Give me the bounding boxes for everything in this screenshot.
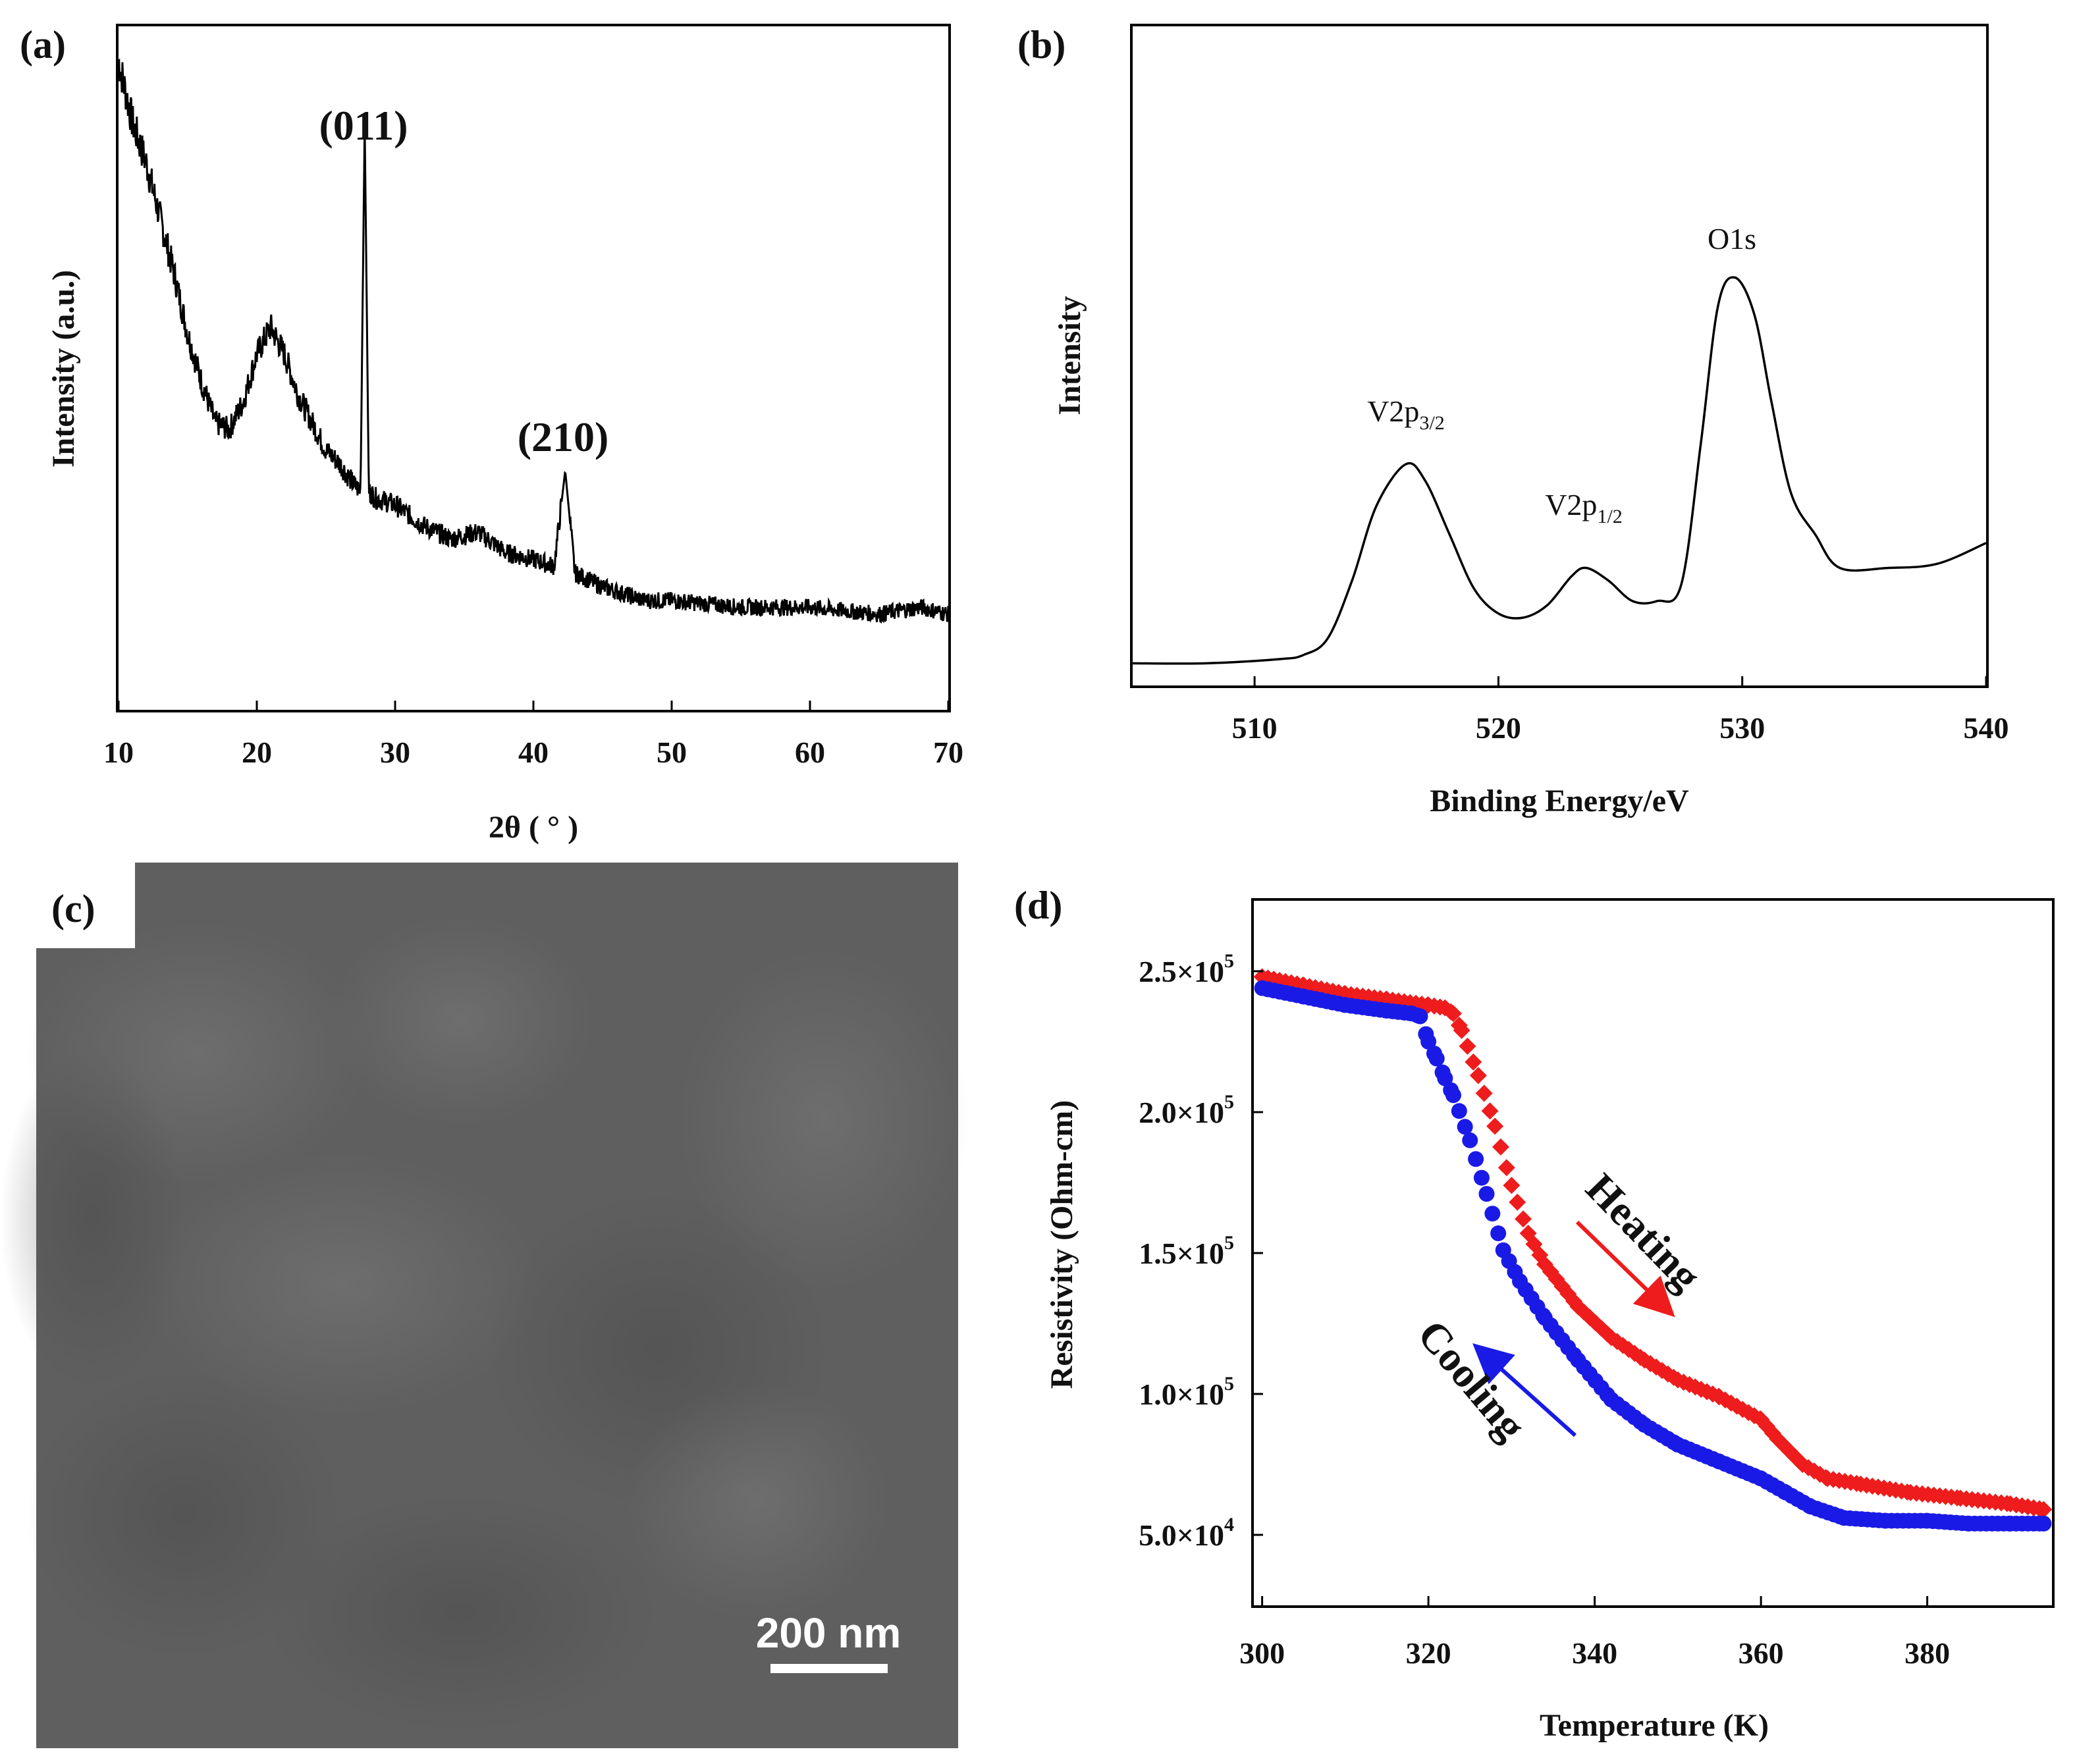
panel-c-label: (c)	[51, 887, 95, 930]
panel-b-y-axis-title: Intensity	[1052, 296, 1087, 415]
cooling-point	[1490, 1225, 1507, 1242]
panel-b-x-ticks: 510 520 530 540	[1232, 676, 2009, 745]
panel-d-y-tick-label: 1.5×105	[1139, 1232, 1234, 1270]
panel-d-y-tick-label: 1.0×105	[1139, 1373, 1234, 1411]
heating-point	[1608, 1333, 1626, 1350]
panel-a-x-tick-label: 60	[795, 735, 825, 769]
panel-b-x-tick-label: 530	[1719, 711, 1765, 745]
heating-point	[2035, 1501, 2053, 1518]
heating-point	[1481, 1102, 1499, 1120]
panel-d-y-tick-label: 5.0×104	[1139, 1514, 1234, 1552]
peak-label-210: (210)	[518, 414, 609, 460]
cooling-point	[1478, 1186, 1495, 1202]
heating-point	[1453, 1021, 1470, 1039]
cooling-point	[1462, 1132, 1478, 1148]
xps-spectrum-line	[1132, 276, 1987, 665]
cooling-point	[1412, 1008, 1428, 1025]
panel-d-x-tick-label: 360	[1738, 1636, 1784, 1670]
panel-d-x-tick-label: 380	[1904, 1636, 1950, 1670]
panel-a-x-axis-title: 2θ ( ° )	[489, 810, 578, 845]
cooling-point	[2035, 1515, 2052, 1532]
heating-point	[1445, 1005, 1462, 1023]
heating-point	[1459, 1037, 1476, 1055]
panel-a: (a) 10 20 30 40 50 60 70 (011) (210) 2θ ( ° ) …	[20, 23, 963, 845]
panel-d-y-ticks: 2.5×105 2.0×105 1.5×105 1.0×105 5.0×104	[1139, 950, 1263, 1552]
panel-d-x-ticks: 300 320 340 360 380	[1239, 1596, 1950, 1670]
panel-a-y-axis-title: Intensity (a.u.)	[46, 270, 81, 468]
panel-c-label-box	[36, 863, 135, 948]
panel-b-frame	[1130, 24, 1989, 688]
panel-b-x-tick-label: 510	[1232, 711, 1278, 745]
panel-d-x-tick-label: 340	[1572, 1636, 1617, 1670]
panel-d-x-axis-title: Temperature (K)	[1540, 1708, 1769, 1743]
xrd-pattern-line	[118, 58, 950, 624]
sem-texture	[0, 915, 968, 1732]
heating-point	[1515, 1210, 1532, 1228]
heating-point	[1465, 1053, 1482, 1071]
cooling-point	[1451, 1103, 1467, 1119]
peak-label-011: (011)	[319, 102, 408, 149]
cooling-point	[1428, 1050, 1445, 1067]
heating-point	[1469, 1067, 1487, 1084]
cooling-point	[1445, 1087, 1461, 1104]
peak-label-v2p32: V2p3/2	[1367, 394, 1445, 434]
panel-a-x-tick-label: 30	[380, 735, 410, 769]
cooling-series	[1254, 980, 2052, 1532]
panel-a-x-tick-label: 70	[933, 735, 963, 769]
heating-label: Heating	[1577, 1164, 1710, 1299]
cooling-point	[1437, 1070, 1453, 1086]
panel-b-x-axis-title: Binding Energy/eV	[1430, 784, 1689, 818]
heating-series	[1253, 968, 2053, 1518]
panel-d-y-axis-title: Resistivity (Ohm-cm)	[1044, 1100, 1079, 1389]
heating-arrow	[1575, 1220, 1675, 1318]
scale-bar-label: 200 nm	[756, 1609, 902, 1657]
panel-a-x-ticks: 10 20 30 40 50 60 70	[103, 701, 963, 769]
heating-point	[1475, 1084, 1493, 1102]
panel-d-label: (d)	[1014, 884, 1062, 927]
panel-d-x-tick-label: 300	[1239, 1636, 1285, 1670]
panel-a-x-tick-label: 10	[103, 735, 134, 769]
panel-c: (c) 200 nm	[0, 863, 968, 1748]
cooling-point	[1473, 1169, 1490, 1186]
panel-d-x-tick-label: 320	[1406, 1636, 1451, 1670]
panel-d-y-tick-label: 2.5×105	[1139, 950, 1234, 988]
panel-d-y-tick-label: 2.0×105	[1139, 1091, 1234, 1129]
panel-a-x-tick-label: 20	[242, 735, 272, 769]
panel-b-x-tick-label: 540	[1964, 711, 2009, 745]
cooling-point	[1468, 1151, 1484, 1167]
heating-point	[1503, 1177, 1521, 1194]
cooling-point	[1484, 1206, 1501, 1222]
scale-bar	[770, 1664, 888, 1673]
panel-b-label: (b)	[1017, 23, 1065, 67]
cooling-point	[1420, 1034, 1437, 1050]
panel-a-label: (a)	[20, 23, 66, 67]
panel-b: (b) 510 520 530 540 V2p3/2 V2p1/2 O1s Bindi…	[1017, 23, 2009, 818]
panel-d-frame	[1251, 898, 2055, 1608]
panel-a-x-tick-label: 50	[657, 735, 687, 769]
panel-a-frame	[116, 24, 951, 712]
cooling-arrow	[1472, 1343, 1577, 1437]
heating-point	[1492, 1138, 1509, 1156]
cooling-point	[1457, 1119, 1473, 1135]
heating-point	[1509, 1193, 1526, 1211]
peak-label-v2p12: V2p1/2	[1545, 488, 1623, 527]
panel-a-x-tick-label: 40	[518, 735, 549, 769]
panel-d: (d) 300 320 340 360 380 2.5×105 2.0×105 1.5×10…	[1014, 884, 2055, 1743]
panel-b-x-tick-label: 520	[1476, 711, 1521, 745]
heating-point	[1486, 1117, 1504, 1135]
peak-label-o1s: O1s	[1708, 222, 1756, 255]
heating-point	[1497, 1159, 1515, 1177]
